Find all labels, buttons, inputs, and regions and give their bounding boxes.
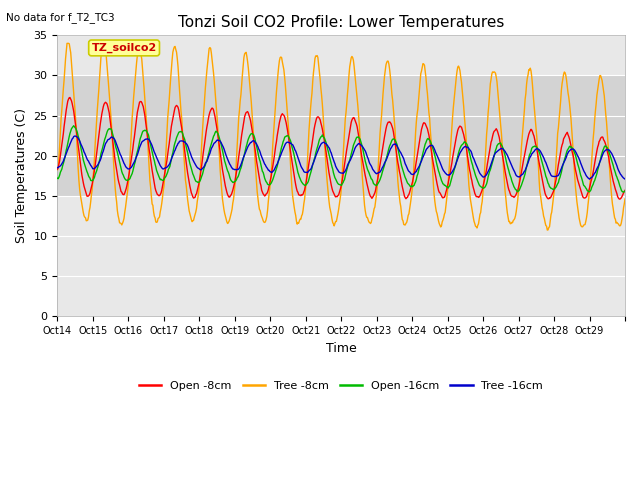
X-axis label: Time: Time [326, 342, 356, 355]
Text: TZ_soilco2: TZ_soilco2 [92, 43, 157, 53]
Y-axis label: Soil Temperatures (C): Soil Temperatures (C) [15, 108, 28, 243]
Legend: Open -8cm, Tree -8cm, Open -16cm, Tree -16cm: Open -8cm, Tree -8cm, Open -16cm, Tree -… [135, 376, 548, 395]
Text: No data for f_T2_TC3: No data for f_T2_TC3 [6, 12, 115, 23]
Title: Tonzi Soil CO2 Profile: Lower Temperatures: Tonzi Soil CO2 Profile: Lower Temperatur… [178, 15, 504, 30]
Bar [58, 75, 625, 196]
